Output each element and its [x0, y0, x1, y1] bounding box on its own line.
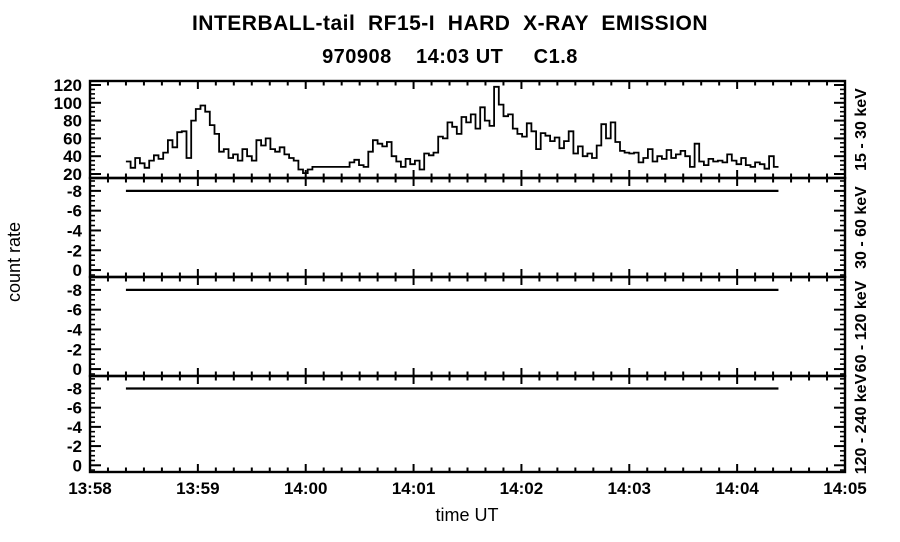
x-tick-label: 14:02	[500, 479, 543, 498]
panel-border	[88, 79, 847, 180]
panel-border	[88, 176, 847, 279]
panel-border	[88, 275, 847, 378]
x-tick-label: 13:59	[176, 479, 219, 498]
y-tick-label: 20	[63, 165, 82, 184]
x-tick-label: 14:01	[392, 479, 435, 498]
y-tick-label: 60	[63, 129, 82, 148]
y-tick-label: 0	[73, 456, 82, 475]
y-tick-label: -2	[67, 340, 82, 359]
y-tick-label: -2	[67, 241, 82, 260]
y-tick-label: -8	[67, 281, 82, 300]
y-tick-label: 40	[63, 147, 82, 166]
x-tick-label: 14:04	[715, 479, 759, 498]
energy-band-label: 120 - 240 keV	[853, 373, 870, 474]
y-tick-label: -8	[67, 379, 82, 398]
y-tick-label: -8	[67, 182, 82, 201]
energy-band-label: 30 - 60 keV	[853, 186, 870, 269]
chart-title: INTERBALL-tail RF15-I HARD X-RAY EMISSIO…	[191, 12, 709, 35]
x-axis-label: time UT	[436, 505, 499, 525]
y-axis-label: count rate	[4, 222, 24, 302]
y-tick-label: 0	[73, 261, 82, 280]
y-tick-label: 100	[54, 94, 82, 113]
panel-border	[88, 374, 847, 474]
x-tick-label: 14:05	[823, 479, 866, 498]
chart-subtitle: 970908 14:03 UT C1.8	[322, 46, 578, 68]
y-tick-label: 120	[54, 76, 82, 95]
x-tick-label: 13:58	[68, 479, 111, 498]
y-tick-label: -4	[67, 221, 83, 240]
energy-band-label: 60 - 120 keV	[853, 280, 870, 372]
y-tick-label: -6	[67, 202, 82, 221]
y-tick-label: 0	[73, 360, 82, 379]
y-tick-label: -6	[67, 399, 82, 418]
y-tick-label: -4	[67, 320, 83, 339]
y-tick-label: 80	[63, 112, 82, 131]
x-tick-label: 14:03	[608, 479, 651, 498]
y-tick-label: -4	[67, 418, 83, 437]
y-tick-label: -2	[67, 437, 82, 456]
y-tick-label: -6	[67, 301, 82, 320]
energy-band-label: 15 - 30 keV	[853, 88, 870, 171]
count-rate-step-trace	[125, 85, 779, 174]
x-tick-label: 14:00	[284, 479, 327, 498]
